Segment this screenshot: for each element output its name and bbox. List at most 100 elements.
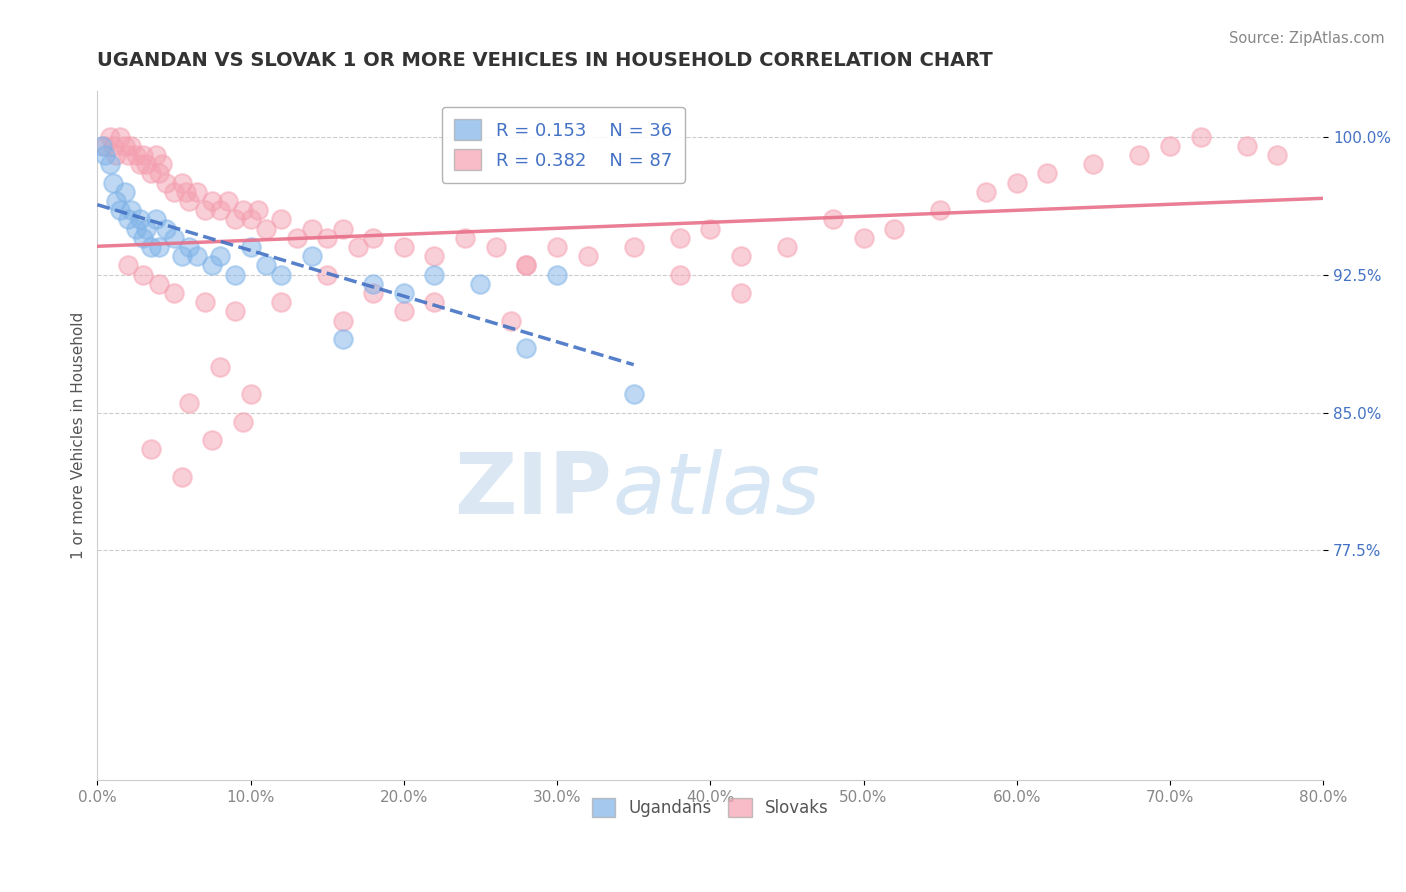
Point bbox=[423, 249, 446, 263]
Point bbox=[576, 249, 599, 263]
Point bbox=[101, 176, 124, 190]
Point bbox=[124, 148, 146, 162]
Point bbox=[1265, 148, 1288, 162]
Point bbox=[114, 139, 136, 153]
Point bbox=[174, 185, 197, 199]
Point bbox=[332, 221, 354, 235]
Point bbox=[132, 148, 155, 162]
Point bbox=[91, 139, 114, 153]
Point bbox=[454, 231, 477, 245]
Point bbox=[247, 203, 270, 218]
Point bbox=[101, 139, 124, 153]
Point bbox=[135, 157, 157, 171]
Point bbox=[208, 249, 231, 263]
Point bbox=[1128, 148, 1150, 162]
Point bbox=[1236, 139, 1258, 153]
Point bbox=[98, 129, 121, 144]
Point bbox=[114, 185, 136, 199]
Text: ZIP: ZIP bbox=[454, 450, 612, 533]
Point bbox=[129, 157, 152, 171]
Point bbox=[546, 268, 568, 282]
Point bbox=[148, 166, 170, 180]
Text: UGANDAN VS SLOVAK 1 OR MORE VEHICLES IN HOUSEHOLD CORRELATION CHART: UGANDAN VS SLOVAK 1 OR MORE VEHICLES IN … bbox=[97, 51, 993, 70]
Point bbox=[155, 221, 177, 235]
Point bbox=[347, 240, 370, 254]
Point bbox=[129, 212, 152, 227]
Point bbox=[332, 313, 354, 327]
Point bbox=[163, 231, 186, 245]
Text: atlas: atlas bbox=[612, 450, 820, 533]
Point bbox=[929, 203, 952, 218]
Point bbox=[546, 240, 568, 254]
Point bbox=[186, 249, 208, 263]
Point bbox=[485, 240, 508, 254]
Point bbox=[208, 359, 231, 374]
Text: Source: ZipAtlas.com: Source: ZipAtlas.com bbox=[1229, 31, 1385, 46]
Point bbox=[179, 396, 201, 410]
Point bbox=[301, 249, 323, 263]
Point bbox=[254, 221, 277, 235]
Point bbox=[179, 240, 201, 254]
Point bbox=[117, 148, 139, 162]
Point bbox=[201, 433, 224, 447]
Point bbox=[423, 268, 446, 282]
Point bbox=[392, 304, 415, 318]
Point bbox=[361, 285, 384, 300]
Point bbox=[217, 194, 239, 208]
Point bbox=[120, 139, 142, 153]
Point bbox=[163, 285, 186, 300]
Point bbox=[852, 231, 875, 245]
Point bbox=[201, 194, 224, 208]
Point bbox=[285, 231, 308, 245]
Point bbox=[139, 442, 162, 457]
Point bbox=[883, 221, 905, 235]
Point bbox=[423, 295, 446, 310]
Point bbox=[1005, 176, 1028, 190]
Point bbox=[110, 129, 132, 144]
Point bbox=[730, 249, 752, 263]
Point bbox=[1036, 166, 1059, 180]
Point bbox=[270, 295, 292, 310]
Point bbox=[104, 148, 127, 162]
Point bbox=[776, 240, 799, 254]
Point bbox=[110, 203, 132, 218]
Point bbox=[170, 249, 193, 263]
Point bbox=[501, 313, 523, 327]
Point bbox=[208, 203, 231, 218]
Point bbox=[270, 268, 292, 282]
Point bbox=[148, 277, 170, 291]
Point bbox=[470, 277, 492, 291]
Point bbox=[232, 203, 254, 218]
Point bbox=[254, 259, 277, 273]
Point bbox=[515, 259, 537, 273]
Point bbox=[194, 203, 217, 218]
Point bbox=[201, 259, 224, 273]
Point bbox=[332, 332, 354, 346]
Point bbox=[132, 268, 155, 282]
Point bbox=[124, 221, 146, 235]
Point bbox=[515, 341, 537, 355]
Point bbox=[239, 240, 262, 254]
Point bbox=[232, 415, 254, 429]
Point bbox=[239, 212, 262, 227]
Point bbox=[623, 240, 645, 254]
Point bbox=[94, 139, 117, 153]
Point bbox=[155, 176, 177, 190]
Point bbox=[392, 285, 415, 300]
Point bbox=[224, 212, 246, 227]
Point bbox=[194, 295, 217, 310]
Point bbox=[301, 221, 323, 235]
Point bbox=[117, 259, 139, 273]
Point bbox=[699, 221, 721, 235]
Point bbox=[186, 185, 208, 199]
Point bbox=[104, 194, 127, 208]
Point bbox=[139, 166, 162, 180]
Point bbox=[170, 176, 193, 190]
Point bbox=[316, 231, 339, 245]
Point bbox=[515, 259, 537, 273]
Point bbox=[224, 304, 246, 318]
Point bbox=[145, 148, 167, 162]
Legend: Ugandans, Slovaks: Ugandans, Slovaks bbox=[585, 792, 835, 823]
Point bbox=[98, 157, 121, 171]
Point bbox=[150, 157, 173, 171]
